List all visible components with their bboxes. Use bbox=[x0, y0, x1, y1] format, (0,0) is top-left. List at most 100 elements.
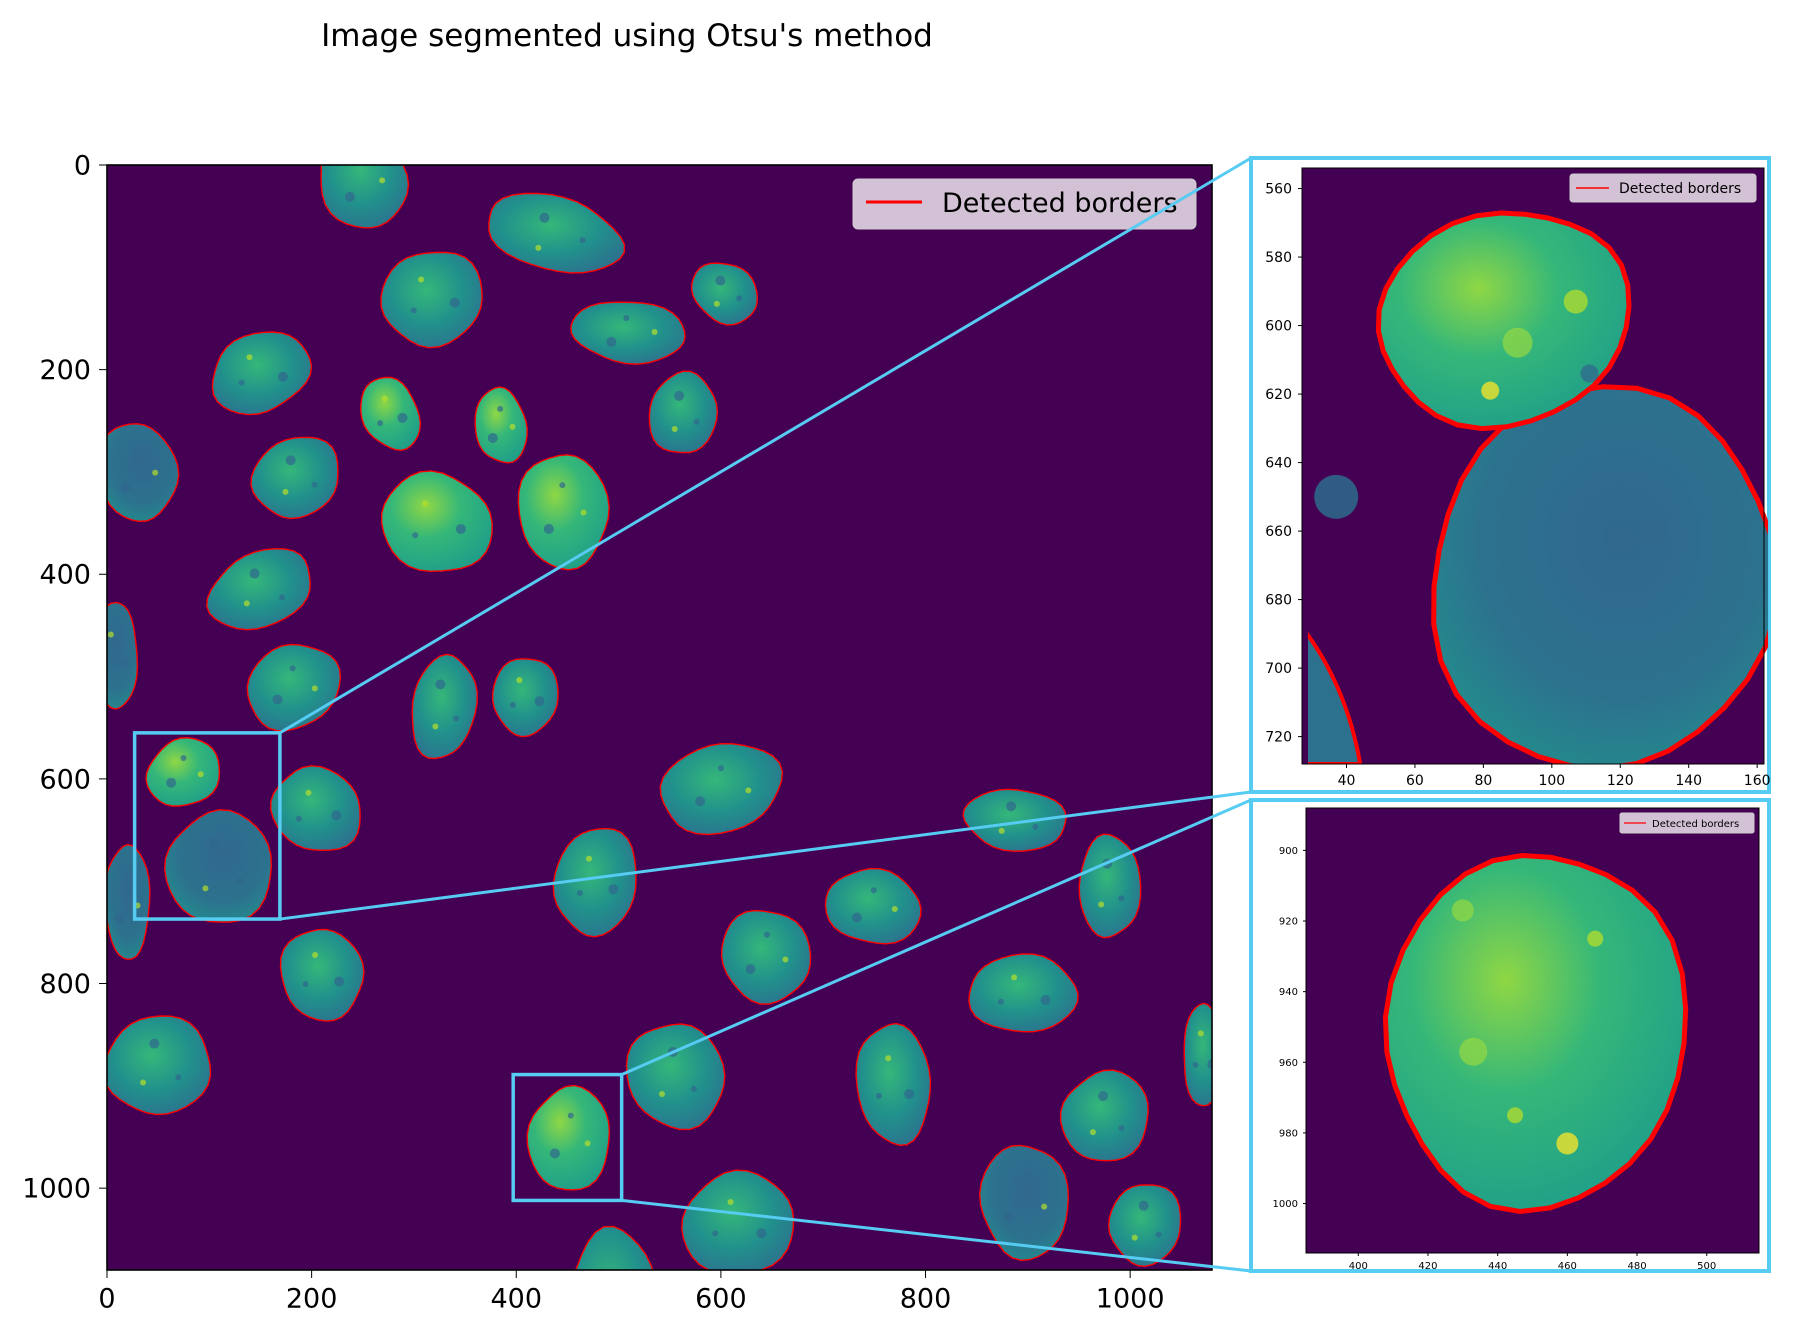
nucleus-texture-spot bbox=[209, 838, 220, 849]
nucleus-texture-spot bbox=[412, 532, 419, 539]
nucleus-texture-spot bbox=[539, 212, 550, 223]
nucleus-texture-spot bbox=[243, 600, 250, 607]
nucleus bbox=[474, 386, 528, 464]
nucleus-texture-spot bbox=[782, 956, 789, 963]
x-tick-label: 1000 bbox=[1096, 1284, 1165, 1315]
inset-top-texture-spot bbox=[1642, 519, 1667, 544]
x-tick-label: 800 bbox=[900, 1284, 952, 1315]
nucleus-texture-spot bbox=[133, 446, 140, 453]
nucleus-texture-spot bbox=[559, 482, 566, 489]
inset-top-texture-spot bbox=[1563, 289, 1588, 314]
nucleus-texture-spot bbox=[432, 723, 439, 730]
nucleus bbox=[107, 423, 180, 523]
x-tick-label: 120 bbox=[1607, 773, 1634, 789]
nucleus-texture-spot bbox=[487, 433, 498, 444]
nucleus-texture-spot bbox=[658, 1090, 665, 1097]
nucleus-texture-spot bbox=[756, 1228, 767, 1239]
nucleus-texture-spot bbox=[381, 395, 388, 402]
inset-bottom-axes-frame bbox=[1305, 807, 1760, 1254]
nucleus-texture-spot bbox=[149, 1038, 160, 1049]
zoom-indicators bbox=[132, 156, 1252, 1273]
nucleus-texture-spot bbox=[377, 420, 384, 427]
nucleus-texture-spot bbox=[277, 371, 288, 382]
inset-bottom-texture-spot bbox=[1507, 1107, 1524, 1124]
nucleus bbox=[625, 1023, 726, 1131]
y-tick-label: 940 bbox=[1279, 987, 1298, 998]
main-legend-label: Detected borders bbox=[942, 188, 1178, 219]
nucleus-texture-spot bbox=[272, 694, 283, 705]
nucleus bbox=[107, 601, 139, 710]
y-tick-label: 560 bbox=[1265, 181, 1292, 197]
main-y-axis: 0 200 400 600 800 1000 bbox=[22, 150, 107, 1205]
main-nuclei-layer bbox=[107, 165, 1212, 1334]
main-legend-box bbox=[852, 178, 1197, 230]
nucleus bbox=[570, 301, 686, 365]
nucleus-texture-spot bbox=[282, 488, 289, 495]
nucleus-texture-spot bbox=[119, 657, 130, 668]
nucleus-texture-spot bbox=[1207, 1059, 1212, 1070]
nucleus-texture-spot bbox=[613, 1271, 619, 1277]
nucleus-texture-spot bbox=[745, 787, 752, 794]
nucleus-texture-spot bbox=[579, 237, 586, 244]
nucleus-texture-spot bbox=[311, 685, 318, 692]
nucleus bbox=[107, 1015, 212, 1116]
nucleus bbox=[205, 547, 311, 631]
main-panel: 0 200 400 600 800 1000 0 200 400 600 800 1000 Dete… bbox=[22, 150, 1213, 1334]
nucleus-texture-spot bbox=[180, 755, 187, 762]
nucleus-texture-spot bbox=[998, 827, 1005, 834]
nucleus-texture-spot bbox=[1118, 895, 1125, 902]
nucleus-texture-spot bbox=[311, 481, 318, 488]
nucleus-texture-spot bbox=[1138, 1200, 1149, 1211]
y-tick-label: 600 bbox=[1265, 318, 1292, 334]
nucleus-texture-spot bbox=[718, 765, 725, 772]
nucleus-texture-spot bbox=[379, 177, 386, 184]
nucleus-texture-spot bbox=[124, 872, 131, 879]
inset-top-axes-frame bbox=[1301, 167, 1765, 765]
inset-top-texture-spot bbox=[1481, 381, 1500, 400]
nucleus-texture-spot bbox=[690, 1085, 697, 1092]
nucleus-texture-spot bbox=[1011, 974, 1018, 981]
nucleus-texture-spot bbox=[1118, 1125, 1125, 1132]
nucleus-texture-spot bbox=[246, 354, 253, 361]
nucleus-texture-spot bbox=[1185, 1329, 1191, 1334]
nucleus-texture-spot bbox=[534, 696, 545, 707]
nucleus bbox=[1078, 833, 1142, 939]
nucleus-texture-spot bbox=[651, 329, 658, 336]
inset-bottom-legend: Detected borders bbox=[1619, 812, 1755, 834]
nucleus-texture-spot bbox=[1155, 1231, 1162, 1238]
nucleus-texture-spot bbox=[312, 952, 319, 959]
y-tick-label: 1000 bbox=[1273, 1199, 1298, 1210]
nucleus-texture-spot bbox=[727, 1199, 734, 1206]
nucleus-texture-spot bbox=[695, 796, 706, 807]
nucleus bbox=[279, 928, 365, 1022]
nucleus bbox=[575, 1225, 654, 1270]
x-tick-label: 500 bbox=[1697, 1261, 1716, 1272]
nucleus bbox=[250, 436, 339, 520]
nucleus bbox=[492, 658, 559, 738]
nucleus-texture-spot bbox=[509, 423, 516, 430]
x-tick-label: 140 bbox=[1675, 773, 1702, 789]
main-legend: Detected borders bbox=[852, 178, 1197, 230]
y-tick-label: 680 bbox=[1265, 592, 1292, 608]
nucleus bbox=[381, 470, 493, 573]
x-tick-label: 440 bbox=[1488, 1261, 1507, 1272]
nucleus-texture-spot bbox=[713, 300, 720, 307]
inset-bottom-y-axis: 900 920 940 960 980 1000 bbox=[1273, 846, 1306, 1210]
nucleus-texture-spot bbox=[997, 998, 1004, 1005]
y-tick-label: 800 bbox=[39, 969, 91, 1000]
x-tick-label: 0 bbox=[98, 1284, 115, 1315]
nucleus-texture-spot bbox=[397, 412, 408, 423]
y-tick-label: 0 bbox=[74, 150, 91, 181]
inset-bottom-legend-box bbox=[1619, 812, 1755, 834]
inset-top-legend: Detected borders bbox=[1569, 173, 1757, 203]
nucleus-texture-spot bbox=[202, 885, 209, 892]
nucleus-texture-spot bbox=[295, 815, 302, 822]
y-tick-label: 700 bbox=[1265, 661, 1292, 677]
x-tick-label: 160 bbox=[1744, 773, 1771, 789]
nucleus-texture-spot bbox=[584, 1140, 591, 1147]
nucleus-texture-spot bbox=[885, 1055, 892, 1062]
nucleus-texture-spot bbox=[152, 469, 159, 476]
nucleus-texture-spot bbox=[331, 810, 342, 821]
nucleus-texture-spot bbox=[1003, 1211, 1014, 1222]
